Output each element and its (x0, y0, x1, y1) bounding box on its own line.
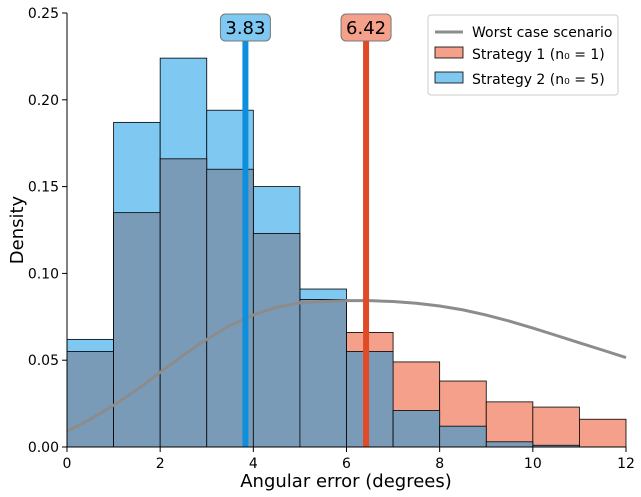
x-tick-label: 6 (342, 456, 351, 472)
overlap-bar (346, 351, 394, 448)
legend-strategy-1-label: Strategy 1 (n₀ = 1) (472, 47, 605, 63)
x-tick-label: 4 (249, 456, 258, 472)
legend-worst-case-label: Worst case scenario (472, 25, 612, 41)
overlap-bar (392, 410, 441, 448)
overlap-bars (66, 158, 580, 448)
x-tick-label: 8 (435, 456, 444, 472)
overlap-bar (252, 233, 301, 448)
y-axis-label: Density (7, 195, 28, 264)
mean-marker-label-2: 6.42 (346, 18, 386, 39)
strategy-1-bar (579, 418, 627, 448)
mean-markers: 3.83 6.42 (219, 13, 392, 447)
overlap-bar (159, 158, 208, 448)
y-tick-label: 0.25 (28, 6, 59, 22)
x-tick-label: 2 (156, 456, 165, 472)
x-tick-label: 10 (524, 456, 542, 472)
x-ticks: 0 2 4 6 8 10 12 (63, 447, 635, 472)
y-tick-label: 0.15 (28, 180, 59, 196)
legend: Worst case scenario Strategy 1 (n₀ = 1) … (427, 14, 619, 96)
legend-strategy-2-swatch (434, 71, 464, 84)
strategy-1-bar (485, 401, 534, 448)
x-tick-label: 12 (617, 456, 635, 472)
y-tick-label: 0.05 (28, 353, 59, 369)
mean-marker-box-2 (340, 13, 392, 42)
x-tick-label: 0 (63, 456, 72, 472)
y-tick-label: 0.20 (28, 93, 59, 109)
overlap-bar (439, 425, 487, 448)
legend-frame (427, 14, 619, 96)
worst-case-curve (66, 299, 627, 433)
y-tick-label: 0.10 (28, 266, 59, 282)
y-tick-label: 0.00 (28, 440, 59, 456)
overlap-bar (485, 441, 534, 448)
overlap-bar (299, 299, 347, 448)
y-ticks: 0.00 0.05 0.10 0.15 0.20 0.25 (28, 6, 67, 456)
x-axis-label: Angular error (degrees) (240, 471, 452, 492)
legend-strategy-2-label: Strategy 2 (n₀ = 5) (472, 72, 605, 88)
overlap-bar (66, 351, 114, 448)
strategy-1-bar (532, 406, 580, 448)
overlap-bar (113, 212, 161, 448)
mean-marker-box-1 (219, 13, 271, 42)
mean-marker-label-1: 3.83 (225, 18, 265, 39)
legend-strategy-1-swatch (434, 46, 464, 59)
